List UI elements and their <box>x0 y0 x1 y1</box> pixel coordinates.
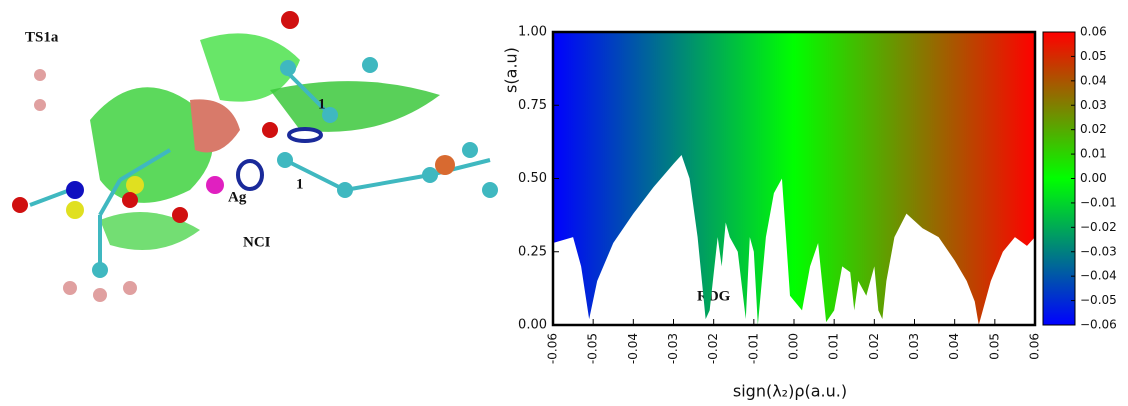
colorbar-tick-label: 0.03 <box>1080 98 1107 112</box>
structure-label: TS1a <box>25 29 59 45</box>
x-tick-label: -0.05 <box>586 333 600 364</box>
colorbar-tick-label: −0.02 <box>1080 220 1117 234</box>
y-tick-label: 0.50 <box>518 171 547 186</box>
method-label: NCI <box>243 234 271 250</box>
x-tick-label: 0.02 <box>867 333 881 360</box>
colorbar-tick-label: 0.05 <box>1080 49 1107 63</box>
x-tick-label: 0.04 <box>947 333 961 360</box>
y-axis-label: s(a.u) <box>502 47 521 93</box>
x-tick-label: 0.05 <box>987 333 1001 360</box>
x-tick-label: -0.02 <box>706 333 720 364</box>
x-tick-label: 0.03 <box>907 333 921 360</box>
y-tick-label: 0.75 <box>518 98 547 113</box>
colorbar-tick-label: −0.05 <box>1080 293 1117 307</box>
colorbar-tick-label: 0.02 <box>1080 122 1107 136</box>
x-tick-label: 0.00 <box>787 333 801 360</box>
x-tick-label: 0.06 <box>1028 333 1042 360</box>
y-tick-label: 0.25 <box>518 244 547 259</box>
rdg-area <box>553 32 1035 325</box>
y-tick-label: 0.00 <box>518 318 547 333</box>
y-tick-label: 1.00 <box>518 25 547 40</box>
colorbar-tick-label: −0.04 <box>1080 269 1117 283</box>
x-tick-label: -0.06 <box>546 333 560 364</box>
colorbar-tick-label: 0.00 <box>1080 171 1107 185</box>
x-tick-label: -0.04 <box>626 333 640 364</box>
colorbar-tick-label: 0.01 <box>1080 147 1107 161</box>
metal-label: Ag <box>228 189 247 205</box>
bond-label: 1 <box>318 96 326 112</box>
colorbar-tick-label: −0.03 <box>1080 244 1117 258</box>
annotation: RDG <box>697 288 731 304</box>
x-axis-label: sign(λ₂)ρ(a.u.) <box>733 382 847 401</box>
molecule-image <box>12 11 498 302</box>
colorbar <box>1042 31 1076 326</box>
colorbar-tick-label: 0.06 <box>1080 25 1107 39</box>
x-tick-label: -0.01 <box>746 333 760 364</box>
colorbar-tick-label: −0.01 <box>1080 195 1117 209</box>
colorbar-tick-label: 0.04 <box>1080 73 1107 87</box>
x-tick-label: -0.03 <box>666 333 680 364</box>
bond-label: 1 <box>296 176 304 192</box>
colorbar-tick-label: −0.06 <box>1080 318 1117 332</box>
x-tick-label: 0.01 <box>827 333 841 360</box>
